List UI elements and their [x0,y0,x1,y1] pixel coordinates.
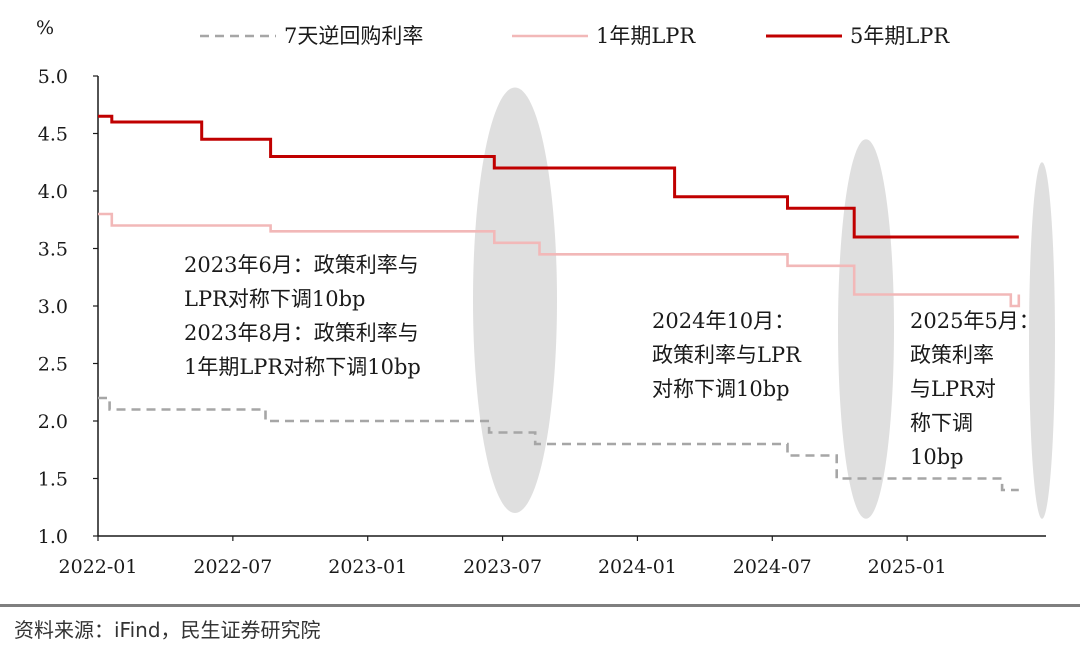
x-tick-label: 2022-07 [193,556,272,578]
annotation-2-line: 2024年10月： [652,309,795,333]
chart-svg: 1.0 1.5 2.0 2.5 3.0 3.5 4.0 4.5 5.0% 2022-01 2022-… [36,17,1055,578]
annotation-1-line: 2023年6月：政策利率与 [184,253,419,277]
source-note: 资料来源：iFind，民生证券研究院 [14,618,321,642]
x-tick-label: 2022-01 [59,556,138,578]
legend-label-2: 1年期LPR [596,24,696,48]
y-tick-label: 4.5 [38,124,68,146]
annotation-1-line: LPR对称下调10bp [184,287,366,311]
highlight-ellipse-3 [1029,162,1055,519]
series-line-3 [98,114,1019,239]
annotation-1-line: 1年期LPR对称下调10bp [184,355,421,379]
x-tick-label: 2024-01 [598,556,677,578]
x-tick-label: 2023-07 [463,556,542,578]
annotation-1-line: 2023年8月：政策利率与 [184,321,419,345]
legend-label-3: 5年期LPR [850,24,950,48]
series-line-1 [98,396,1019,492]
x-tick-label: 2023-01 [328,556,407,578]
y-tick-label: 2.0 [38,411,68,433]
series-line-2 [98,212,1021,308]
line-chart: 1.0 1.5 2.0 2.5 3.0 3.5 4.0 4.5 5.0% 2022-01 2022-… [36,17,1055,578]
y-tick-label: 3.5 [38,239,68,261]
highlight-ellipse-1 [473,87,557,513]
y-axis-unit: % [36,17,54,39]
x-tick-label: 2025-01 [868,556,947,578]
annotation-3-line: 10bp [910,445,964,469]
y-tick-label: 1.5 [38,469,68,491]
x-tick-label: 2024-07 [733,556,812,578]
annotation-2-line: 对称下调10bp [652,377,790,401]
annotation-3-line: 2025年5月： [910,309,1040,333]
y-tick-label: 3.0 [38,296,68,318]
highlight-ellipse-2 [838,139,894,519]
annotation-3-line: 称下调 [910,411,973,435]
annotation-2-line: 政策利率与LPR [652,343,802,367]
y-tick-label: 2.5 [38,354,68,376]
source-divider [0,604,1080,607]
annotation-3-line: 与LPR对 [910,377,996,401]
y-tick-label: 1.0 [38,526,68,548]
y-tick-label: 5.0 [38,66,68,88]
legend-label-1: 7天逆回购利率 [284,24,423,48]
annotation-3-line: 政策利率 [910,343,994,367]
y-tick-label: 4.0 [38,181,68,203]
